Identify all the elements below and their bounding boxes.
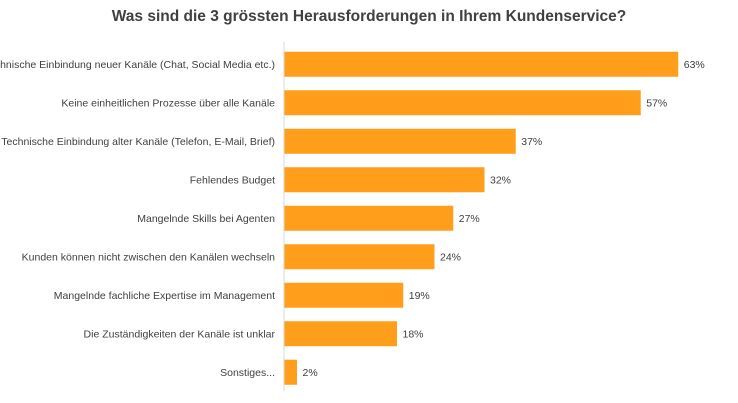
data-label: 37% — [521, 136, 542, 148]
bar — [284, 244, 435, 270]
category-label: Die Zuständigkeiten der Kanäle ist unkla… — [84, 328, 276, 340]
chart-title: Was sind die 3 grössten Herausforderunge… — [111, 8, 627, 25]
data-label: 32% — [490, 174, 511, 186]
category-label: Fehlendes Budget — [190, 174, 275, 186]
bars-layer: Technische Einbindung neuer Kanäle (Chat… — [0, 51, 705, 385]
data-label: 2% — [303, 367, 318, 379]
category-label: Keine einheitlichen Prozesse über alle K… — [61, 97, 275, 109]
bar — [284, 51, 679, 77]
bar — [284, 359, 297, 385]
bar — [284, 205, 454, 231]
bar — [284, 90, 641, 116]
data-label: 24% — [440, 251, 461, 263]
category-label: Kunden können nicht zwischen den Kanälen… — [22, 251, 276, 263]
category-label: Technische Einbindung neuer Kanäle (Chat… — [0, 59, 275, 71]
category-label: Technische Einbindung alter Kanäle (Tele… — [1, 136, 275, 148]
data-label: 63% — [684, 59, 705, 71]
category-label: Mangelnde fachliche Expertise im Managem… — [54, 290, 275, 302]
bar — [284, 167, 485, 193]
bar — [284, 282, 404, 308]
category-label: Sonstiges... — [220, 367, 275, 379]
bar — [284, 128, 516, 154]
data-label: 27% — [459, 213, 480, 225]
category-label: Mangelnde Skills bei Agenten — [137, 213, 275, 225]
bar — [284, 321, 397, 347]
data-label: 18% — [403, 328, 424, 340]
data-label: 57% — [646, 97, 667, 109]
data-label: 19% — [409, 290, 430, 302]
